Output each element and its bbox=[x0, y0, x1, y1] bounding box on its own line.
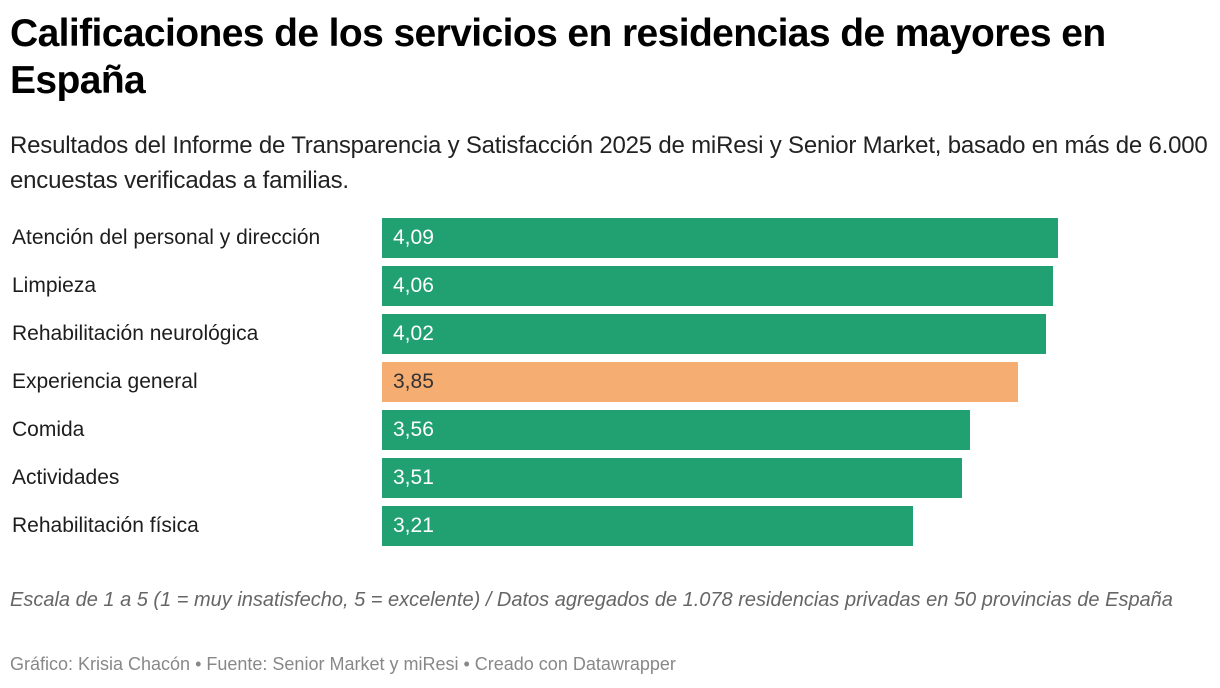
bar bbox=[382, 458, 963, 498]
bar-row: Rehabilitación física 3,21 bbox=[0, 506, 1220, 546]
category-label: Atención del personal y dirección bbox=[12, 226, 321, 249]
value-label: 4,02 bbox=[393, 322, 434, 345]
category-label: Experiencia general bbox=[12, 370, 198, 393]
chart-subtitle: Resultados del Informe de Transparencia … bbox=[10, 132, 1208, 194]
value-label: 4,09 bbox=[393, 226, 434, 249]
value-label: 3,51 bbox=[393, 466, 434, 489]
category-label: Actividades bbox=[12, 466, 120, 489]
value-label: 3,56 bbox=[393, 418, 434, 441]
category-label: Limpieza bbox=[12, 274, 97, 297]
bar-row: Actividades 3,51 bbox=[0, 458, 1220, 498]
value-label: 3,85 bbox=[393, 370, 434, 393]
bar-row: Experiencia general 3,85 bbox=[0, 362, 1220, 402]
category-label: Rehabilitación física bbox=[12, 514, 199, 537]
bar bbox=[382, 218, 1058, 258]
bar bbox=[382, 314, 1047, 354]
value-label: 3,21 bbox=[393, 514, 434, 537]
chart-title: Calificaciones de los servicios en resid… bbox=[10, 12, 1106, 102]
chart-notes: Escala de 1 a 5 (1 = muy insatisfecho, 5… bbox=[10, 589, 1173, 611]
bar-row: Limpieza 4,06 bbox=[0, 266, 1220, 306]
bar bbox=[382, 410, 971, 450]
category-label: Rehabilitación neurológica bbox=[12, 322, 259, 345]
bar-row: Atención del personal y dirección 4,09 bbox=[0, 218, 1220, 258]
bar bbox=[382, 266, 1054, 306]
bar-row: Comida 3,56 bbox=[0, 410, 1220, 450]
category-label: Comida bbox=[12, 418, 85, 441]
chart-byline: Gráfico: Krisia Chacón • Fuente: Senior … bbox=[10, 654, 676, 674]
bar-chart: Atención del personal y dirección 4,09 Lim… bbox=[0, 210, 1220, 560]
value-label: 4,06 bbox=[393, 274, 434, 297]
bar bbox=[382, 506, 913, 546]
bar-highlighted bbox=[382, 362, 1019, 402]
bar-row: Rehabilitación neurológica 4,02 bbox=[0, 314, 1220, 354]
